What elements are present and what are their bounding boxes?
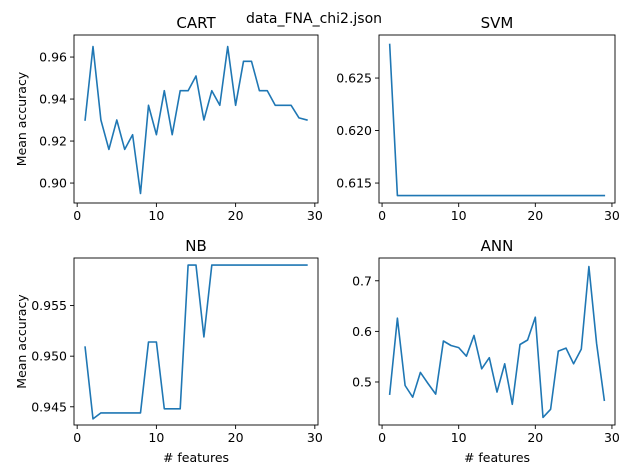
ann-subplot: 0 10 20 30 0.5 0.6 0.7 ANN # features [352,237,620,465]
svm-axes-frame [378,34,616,204]
ann-x-tick-label: 20 [527,430,543,445]
ann-series-line [388,265,606,419]
cart-y-axis-label: Mean accuracy [14,71,29,166]
svm-y-tick-label: 0.625 [336,71,372,86]
ann-y-tick-label: 0.5 [352,374,372,389]
figure-title: data_FNA_chi2.json [246,11,382,27]
svm-x-tick-label: 20 [527,208,543,223]
ann-y-tick-label: 0.7 [352,273,372,288]
cart-axes-frame [73,34,319,204]
svm-y-tick-label: 0.615 [336,176,372,191]
cart-y-tick-label: 0.92 [39,134,67,149]
svm-x-tick-label: 0 [378,208,386,223]
nb-y-tick-label: 0.945 [31,399,67,414]
ann-title: ANN [481,237,514,255]
nb-y-axis-label: Mean accuracy [14,294,29,389]
nb-subplot: 0 10 20 30 0.945 0.950 0.955 NB # features Mean a… [14,237,323,465]
svm-subplot: 0 10 20 30 0.615 0.620 0.625 SVM [336,14,620,223]
nb-x-tick-label: 30 [307,430,323,445]
nb-x-tick-label: 0 [73,430,81,445]
nb-y-tick-label: 0.950 [31,349,67,364]
nb-title: NB [185,237,207,255]
cart-x-tick-label: 20 [228,208,244,223]
ann-x-tick-label: 30 [604,430,620,445]
cart-y-tick-label: 0.96 [39,50,67,65]
nb-x-axis-label: # features [163,450,229,465]
cart-x-tick-label: 10 [148,208,164,223]
cart-y-tick-label: 0.94 [39,92,67,107]
svm-y-tick-label: 0.620 [336,123,372,138]
nb-y-tick-label: 0.955 [31,298,67,313]
nb-axes-frame [73,257,319,426]
cart-subplot: 0 10 20 30 0.90 0.92 0.94 0.96 CART Mean accuracy [14,14,323,223]
ann-x-tick-label: 10 [451,430,467,445]
nb-series-line [84,264,308,420]
cart-series-line [84,45,308,195]
nb-x-tick-label: 20 [228,430,244,445]
svm-title: SVM [481,14,514,32]
cart-x-tick-label: 0 [73,208,81,223]
ann-x-axis-label: # features [464,450,530,465]
cart-y-tick-label: 0.90 [39,176,67,191]
ann-axes-frame [378,257,616,426]
ann-x-tick-label: 0 [378,430,386,445]
svm-x-tick-label: 30 [604,208,620,223]
cart-title: CART [176,14,216,32]
svm-series-line [388,43,606,197]
ann-y-tick-label: 0.6 [352,324,372,339]
svm-x-tick-label: 10 [451,208,467,223]
cart-x-tick-label: 30 [307,208,323,223]
nb-x-tick-label: 10 [148,430,164,445]
